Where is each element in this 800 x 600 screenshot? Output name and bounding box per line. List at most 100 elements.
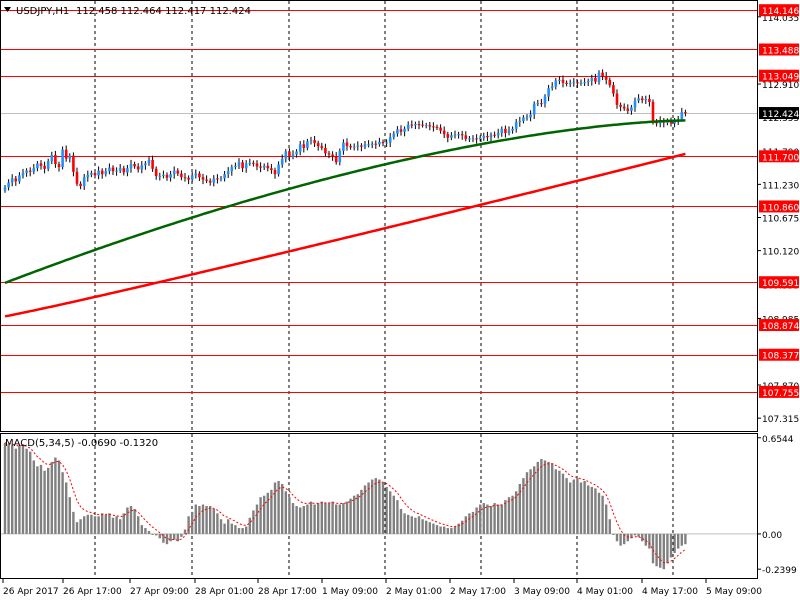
candle-body [183,177,187,179]
macd-bar [65,482,68,534]
candle-body [18,175,21,182]
macd-bar [453,526,457,534]
macd-bar [101,513,104,534]
candle-body [234,165,237,168]
macd-bar [47,467,50,534]
macd-bar [565,478,568,534]
macd-bar [327,503,331,534]
macd-bar [198,506,201,534]
macd-bar [579,482,583,534]
candle-body [72,155,75,172]
macd-bar [367,482,370,534]
level-tag [759,69,799,82]
candle-body [284,151,288,159]
macd-bar [61,472,64,534]
candle-body [226,171,230,175]
candle-body [270,168,273,171]
macd-bar [608,519,611,534]
macd-bar [353,495,356,534]
macd-bar [486,504,489,534]
candle-body [118,168,122,171]
candle-body [100,170,104,175]
macd-bar [75,522,79,534]
macd-bar [83,516,86,534]
candle-body [453,134,457,136]
macd-bar [266,492,269,534]
candle-body [198,173,201,178]
macd-bar [515,491,518,534]
macd-bar [176,533,179,542]
macd-bar [245,526,248,534]
macd-bar [399,508,403,534]
candle-body [421,124,424,126]
macd-bar [162,533,165,543]
candle-body [129,164,133,169]
macd-bar [432,523,435,534]
candle-body [446,134,450,138]
macd-bar [342,503,345,534]
macd-bar [306,504,309,534]
candle-body [201,177,205,180]
candle-body [273,170,277,175]
candle-body [169,174,172,178]
macd-bar [212,508,215,534]
macd-bar [39,464,43,534]
level-tag-label: 108.377 [762,352,799,362]
candle-body [417,124,421,126]
candle-body [489,134,493,138]
level-tag-label: 107.755 [762,389,799,399]
candle-body [216,178,219,180]
candle-body [302,144,306,148]
macd-bar [623,533,626,545]
price-tick-label: 110.120 [762,248,799,258]
macd-bar [626,533,629,542]
candle-body [338,150,342,163]
macd-bar [630,533,633,539]
candle-body [43,165,46,169]
candle-body [561,79,565,83]
macd-bar [317,503,320,534]
candle-body [352,146,356,148]
macd-bar [659,533,662,568]
candle-body [111,167,115,172]
candle-body [529,114,532,118]
macd-bar [173,533,176,540]
symbol-label: USDJPY,H1 [16,6,69,17]
macd-bar [525,472,529,534]
macd-bar [129,506,133,534]
macd-bar [504,500,507,534]
macd-bar [677,533,680,549]
macd-bar [331,501,334,534]
candle-body [122,168,126,173]
macd-bar [583,481,586,534]
candle-body [500,128,504,133]
macd-bar [410,516,413,534]
macd-bar [97,516,100,534]
macd-bar [241,528,244,534]
macd-bar [511,495,514,534]
macd-bar [396,500,399,534]
triangle-down-icon[interactable] [4,7,11,12]
macd-bar [363,485,367,534]
ohlc-label: 112.458 112.464 112.417 112.424 [76,6,251,17]
macd-bar [201,504,205,534]
time-tick-label: 3 May 09:00 [514,587,570,597]
macd-bar [255,504,259,534]
macd-bar [482,503,485,534]
candle-body [212,178,216,183]
macd-bar [11,445,14,534]
candle-body [298,144,302,152]
macd-bar [450,528,453,534]
macd-bar [158,533,161,539]
level-tag [759,276,799,289]
candle-body [550,86,554,89]
candle-body [75,171,79,184]
candle-body [126,168,129,173]
candle-body [518,121,522,123]
macd-bar [335,504,338,534]
candle-body [133,164,136,167]
macd-bar [536,461,539,534]
macd-bar [443,526,446,534]
candle-body [14,178,18,182]
current-price-tag-label: 112.424 [762,110,799,120]
